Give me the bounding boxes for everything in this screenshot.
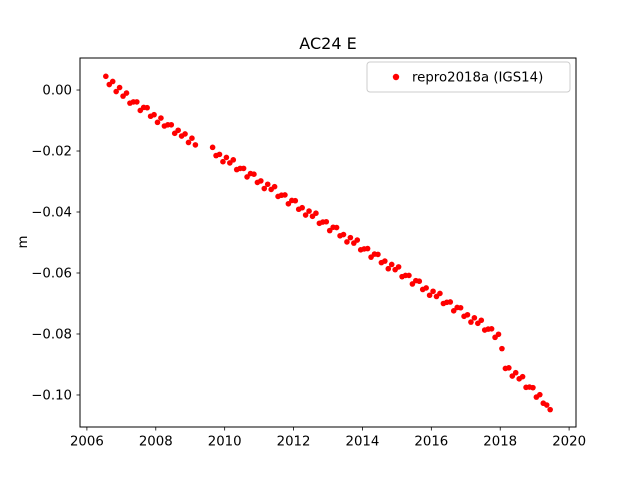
data-point <box>116 84 123 91</box>
data-point <box>464 311 471 318</box>
data-point <box>478 317 485 324</box>
data-point <box>426 292 433 299</box>
data-point <box>547 406 553 413</box>
data-point <box>209 144 216 151</box>
data-point <box>543 402 550 408</box>
x-tick-label: 2014 <box>346 435 380 450</box>
data-point <box>519 373 526 380</box>
data-point <box>223 154 230 161</box>
data-point <box>437 290 443 297</box>
data-point <box>113 88 119 95</box>
data-point <box>264 181 271 188</box>
data-point <box>499 345 505 352</box>
data-point <box>123 90 130 96</box>
data-point <box>103 73 109 80</box>
data-point <box>306 208 312 214</box>
x-tick-label: 2008 <box>139 435 173 450</box>
chart-title: AC24 E <box>299 34 356 53</box>
data-point <box>261 185 268 192</box>
y-axis-label: m <box>16 236 31 249</box>
legend-marker-icon <box>392 73 400 81</box>
x-tick-label: 2006 <box>70 435 104 450</box>
x-tick-label: 2012 <box>277 435 311 450</box>
y-tick-label: −0.06 <box>31 266 72 281</box>
data-point <box>509 373 516 379</box>
data-point <box>299 204 305 211</box>
x-tick-label: 2018 <box>483 435 517 450</box>
data-point <box>471 315 478 321</box>
data-point <box>144 104 150 111</box>
data-point <box>375 251 381 258</box>
y-tick-label: 0.00 <box>42 84 72 99</box>
data-point <box>244 174 250 180</box>
legend-label: repro2018a (IGS14) <box>412 71 543 86</box>
y-tick-label: −0.02 <box>31 145 72 160</box>
y-tick-label: −0.08 <box>31 327 72 342</box>
data-point <box>216 151 223 158</box>
data-point <box>450 308 457 314</box>
data-point <box>488 326 495 332</box>
data-point <box>468 319 474 325</box>
data-point <box>109 78 116 85</box>
data-point <box>271 183 278 190</box>
legend: repro2018a (IGS14) <box>366 61 571 93</box>
data-point <box>151 111 157 118</box>
x-tick-label: 2016 <box>414 435 448 450</box>
data-point <box>457 304 464 311</box>
data-point <box>512 369 519 376</box>
data-point <box>168 121 175 128</box>
x-axis: 2006 2008 2010 2012 2014 2016 2018 2020 <box>70 427 586 450</box>
data-point <box>447 299 454 305</box>
data-point <box>423 285 429 291</box>
data-point <box>537 391 543 398</box>
data-point <box>323 218 330 225</box>
data-point <box>154 119 161 126</box>
data-point <box>347 234 354 241</box>
data-point <box>495 331 502 338</box>
data-point <box>388 261 395 268</box>
data-point <box>158 115 164 121</box>
data-point <box>382 258 388 264</box>
data-point <box>530 384 536 391</box>
data-point <box>182 131 188 137</box>
data-point <box>175 127 181 134</box>
data-point <box>406 272 412 279</box>
data-point <box>292 197 299 204</box>
y-tick-label: −0.04 <box>31 206 72 221</box>
data-point <box>333 224 340 231</box>
data-point <box>230 157 237 163</box>
data-point <box>251 171 257 177</box>
data-point <box>313 210 319 217</box>
data-point <box>430 288 436 295</box>
data-point <box>220 158 226 165</box>
data-point <box>326 227 333 234</box>
data-point <box>285 200 292 207</box>
data-point <box>385 265 392 272</box>
x-tick-label: 2010 <box>208 435 242 450</box>
axes-border <box>79 57 577 428</box>
data-point <box>395 264 402 270</box>
data-point <box>302 212 309 218</box>
data-point <box>506 365 512 371</box>
data-point <box>134 99 140 105</box>
data-point <box>409 281 416 287</box>
data-point <box>416 278 423 285</box>
y-tick-label: −0.10 <box>31 388 72 403</box>
data-point <box>258 178 264 184</box>
data-point <box>354 237 361 243</box>
legend-frame <box>366 61 571 93</box>
data-point <box>364 245 371 252</box>
data-point <box>192 142 199 148</box>
x-tick-label: 2020 <box>552 435 586 450</box>
data-point <box>344 239 350 245</box>
scatter-series <box>103 73 553 413</box>
y-axis: 0.00 −0.02 −0.04 −0.06 −0.08 −0.10 <box>31 84 80 403</box>
data-point <box>340 231 347 238</box>
data-point <box>189 135 195 141</box>
data-point <box>282 192 288 198</box>
data-point <box>185 139 192 146</box>
data-point <box>240 165 247 172</box>
